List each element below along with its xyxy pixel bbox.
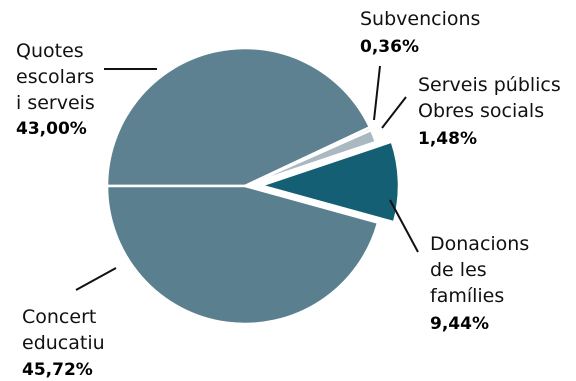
slice-value-subvencions: 0,36% bbox=[360, 37, 419, 57]
slice-value-quotes: 43,00% bbox=[16, 119, 87, 139]
slice-label-donacions-line3: famílies bbox=[430, 285, 504, 307]
slice-label-subvencions: Subvencions bbox=[360, 8, 480, 30]
slice-label-donacions-line2: de les bbox=[430, 259, 487, 281]
leader-line-subvencions bbox=[373, 65, 381, 121]
pie-slice-concert bbox=[105, 184, 380, 326]
slice-value-donacions: 9,44% bbox=[430, 314, 489, 334]
slice-label-serveis-line1: Serveis públics bbox=[418, 74, 561, 96]
slice-label-concert-line1: Concert bbox=[22, 306, 96, 328]
slice-value-concert: 45,72% bbox=[22, 360, 93, 380]
pie-slice-serveis bbox=[243, 128, 378, 188]
slice-label-quotes-line2: escolars bbox=[16, 66, 94, 88]
leader-line-concert bbox=[75, 267, 117, 291]
pie-slice-donacions bbox=[259, 140, 401, 224]
pie-slice-quotes bbox=[105, 46, 372, 188]
pie-slice-donacions-exploded bbox=[259, 140, 401, 224]
slice-label-serveis-line2: Obres socials bbox=[418, 100, 544, 122]
slice-label-donacions-line1: Donacions bbox=[430, 233, 529, 255]
slice-label-quotes-line3: i serveis bbox=[16, 92, 95, 114]
slice-label-quotes-line1: Quotes bbox=[16, 40, 84, 62]
pie-slices bbox=[105, 46, 380, 326]
slice-label-concert-line2: educatiu bbox=[22, 332, 105, 354]
leader-line-serveis bbox=[381, 96, 407, 129]
slice-value-serveis: 1,48% bbox=[418, 129, 477, 149]
leader-line-donacions bbox=[389, 199, 419, 253]
